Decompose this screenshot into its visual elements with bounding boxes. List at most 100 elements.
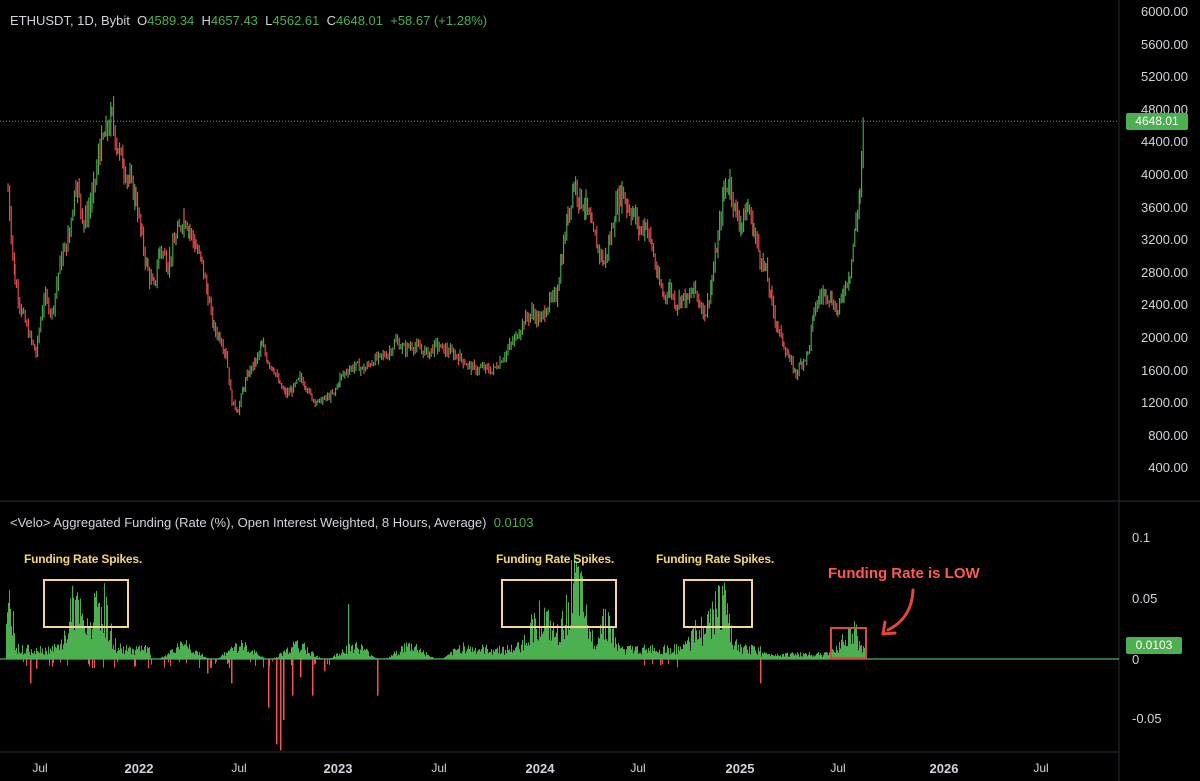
funding-bar	[449, 654, 450, 659]
funding-bar	[339, 653, 340, 659]
funding-bar	[184, 644, 185, 659]
funding-bar	[69, 621, 70, 659]
funding-bar	[64, 630, 65, 659]
funding-bar	[617, 650, 618, 659]
funding-bar	[579, 615, 580, 659]
funding-bar	[708, 610, 709, 659]
funding-bar	[115, 638, 116, 659]
funding-bar	[710, 608, 711, 659]
funding-bar	[500, 653, 501, 659]
funding-bar	[748, 653, 749, 659]
funding-bar	[97, 606, 98, 659]
funding-bar	[374, 657, 375, 659]
spike-box-1	[43, 579, 129, 628]
funding-bar	[529, 645, 530, 659]
price-tick-label: 3200.00	[1141, 232, 1188, 248]
funding-bar	[706, 625, 707, 659]
funding-bar	[285, 652, 286, 659]
funding-bar	[653, 650, 654, 659]
funding-bar	[247, 651, 248, 659]
funding-bar	[261, 656, 262, 659]
funding-bar	[659, 649, 660, 659]
funding-bar	[67, 639, 68, 659]
funding-bar-negative	[329, 659, 330, 665]
last-funding-tag: 0.0103	[1126, 637, 1182, 654]
funding-bar	[418, 652, 419, 659]
funding-bar	[390, 657, 391, 659]
funding-bar	[766, 652, 767, 659]
funding-bar	[205, 657, 206, 659]
funding-bar	[362, 645, 363, 659]
funding-bar	[201, 654, 202, 659]
funding-bar	[91, 639, 92, 659]
funding-bar	[121, 648, 122, 659]
funding-bar	[516, 646, 517, 659]
funding-bar	[854, 621, 855, 659]
funding-bar	[823, 655, 824, 659]
funding-bar	[20, 653, 21, 659]
funding-bar	[200, 655, 201, 659]
funding-bar	[572, 613, 573, 659]
funding-bar	[251, 651, 252, 659]
funding-bar	[644, 644, 645, 659]
funding-bar	[176, 647, 177, 659]
funding-bar	[481, 649, 482, 659]
funding-bar	[169, 654, 170, 659]
funding-bar	[860, 645, 861, 659]
funding-bar	[177, 643, 178, 659]
time-tick-label: Jul	[830, 761, 846, 775]
spike-box-2	[501, 579, 617, 628]
funding-bar-negative	[227, 659, 228, 664]
indicator-value: 0.0103	[493, 515, 534, 530]
funding-bar	[484, 653, 485, 659]
funding-bar	[546, 611, 547, 659]
funding-bar	[164, 656, 165, 659]
funding-bar	[278, 656, 279, 659]
funding-bar-negative	[114, 659, 115, 668]
funding-bar	[68, 633, 69, 659]
funding-bar	[183, 645, 184, 659]
funding-bar	[554, 637, 555, 659]
funding-bar	[354, 649, 355, 659]
funding-bar	[626, 649, 627, 659]
funding-bar-negative	[210, 659, 211, 668]
funding-bar	[202, 653, 203, 659]
funding-bar	[368, 651, 369, 659]
funding-bar	[112, 648, 113, 659]
funding-bar-negative	[314, 659, 315, 665]
funding-bar	[526, 642, 527, 659]
funding-bar	[596, 645, 597, 659]
funding-bar	[86, 634, 87, 659]
funding-bar	[613, 628, 614, 659]
funding-bar	[92, 628, 93, 659]
funding-bar	[408, 643, 409, 659]
funding-bar	[817, 653, 818, 659]
funding-bar	[45, 647, 46, 659]
funding-bar	[794, 655, 795, 659]
funding-bar	[139, 645, 140, 659]
funding-bar	[16, 647, 17, 659]
funding-bar-negative	[291, 659, 292, 666]
funding-bar	[24, 653, 25, 659]
funding-bar	[81, 616, 82, 659]
funding-bar	[302, 643, 303, 659]
funding-bar	[227, 652, 228, 659]
funding-bar	[478, 649, 479, 659]
funding-bar	[407, 646, 408, 659]
funding-bar	[532, 619, 533, 659]
funding-bar	[186, 640, 187, 659]
funding-bar	[765, 653, 766, 659]
price-tick-label: 5600.00	[1141, 36, 1188, 52]
funding-bar	[776, 656, 777, 659]
funding-bar	[128, 648, 129, 659]
funding-bar	[137, 649, 138, 659]
funding-bar	[584, 617, 585, 659]
price-tick-label: 2000.00	[1141, 330, 1188, 345]
funding-bar	[662, 654, 663, 659]
funding-bar	[33, 653, 34, 659]
funding-bar-negative	[231, 659, 233, 684]
funding-bar	[733, 649, 734, 659]
funding-bar	[36, 647, 37, 659]
